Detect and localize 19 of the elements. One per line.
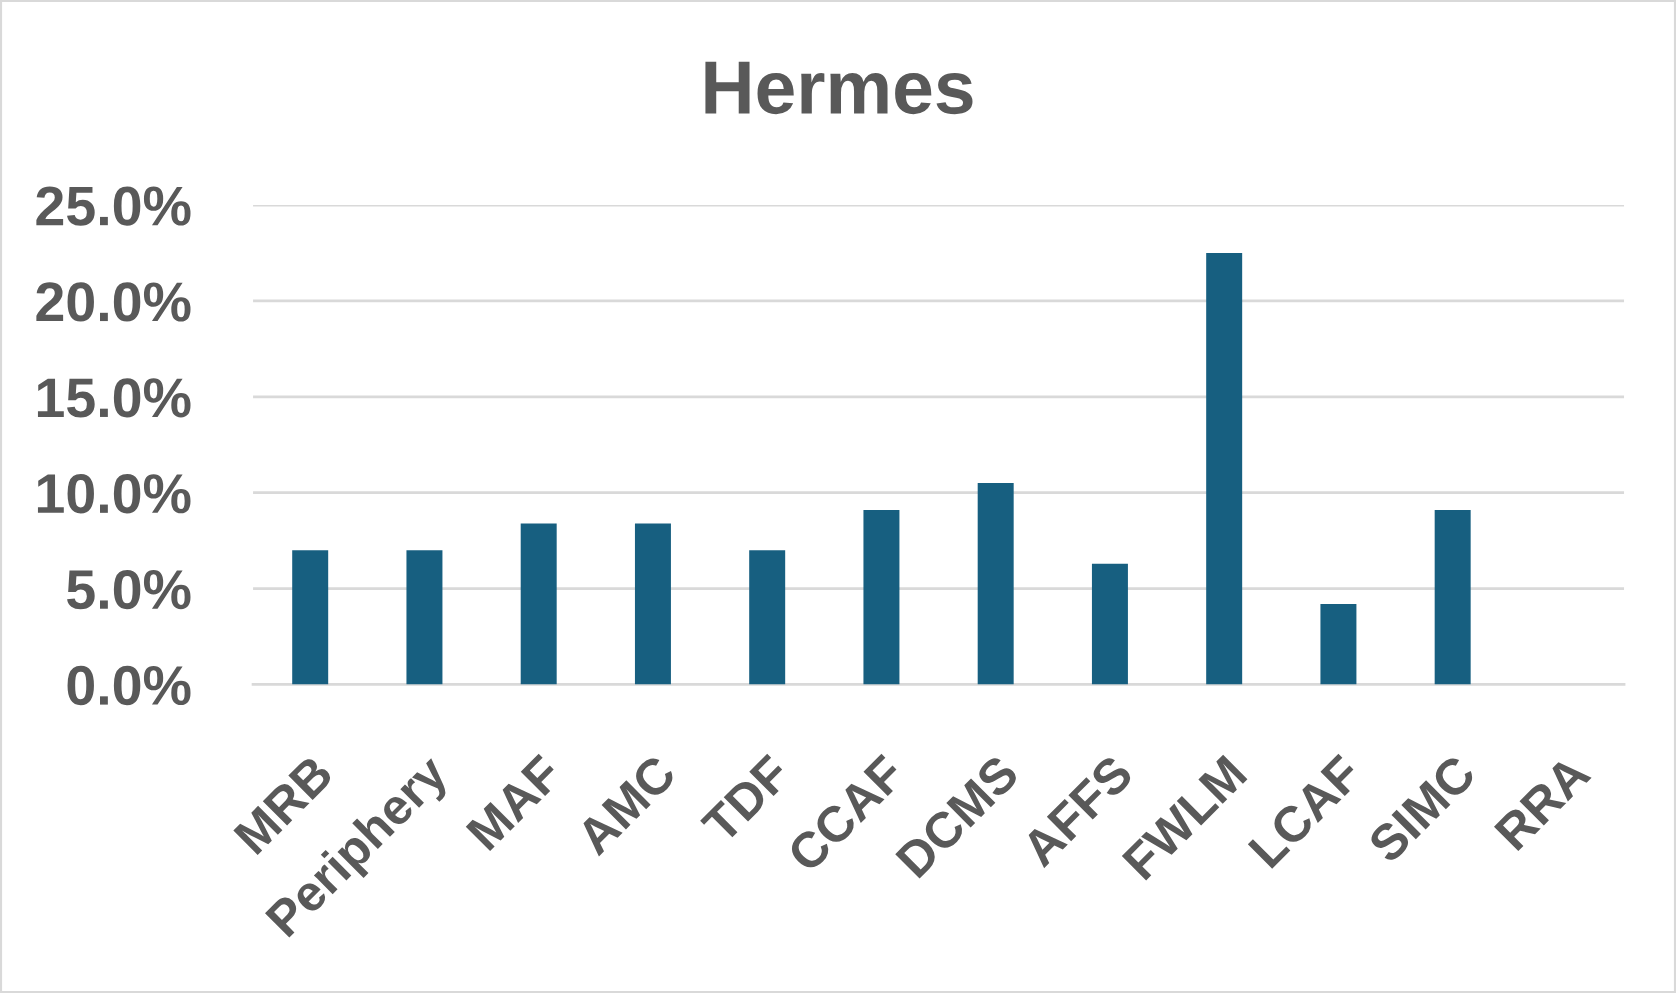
y-tick-label: 25.0%	[36, 186, 191, 226]
y-tick-label: 10.0%	[37, 474, 191, 514]
bar	[292, 550, 329, 685]
bar	[749, 550, 786, 685]
bar	[520, 523, 557, 685]
bar	[1091, 563, 1128, 685]
chart-title: Hermes	[705, 61, 973, 115]
bar	[1320, 603, 1357, 685]
bar	[1206, 253, 1243, 685]
y-tick-label: 0.0%	[67, 665, 191, 706]
y-tick-label: 5.0%	[67, 569, 191, 610]
y-tick-label: 20.0%	[36, 282, 191, 322]
bar	[863, 509, 900, 685]
y-tick-label: 15.0%	[37, 378, 191, 418]
bar	[1434, 509, 1471, 685]
bar	[406, 550, 443, 685]
x-tick-label: TDF	[700, 753, 792, 846]
bar	[634, 523, 671, 685]
bar	[977, 483, 1014, 685]
